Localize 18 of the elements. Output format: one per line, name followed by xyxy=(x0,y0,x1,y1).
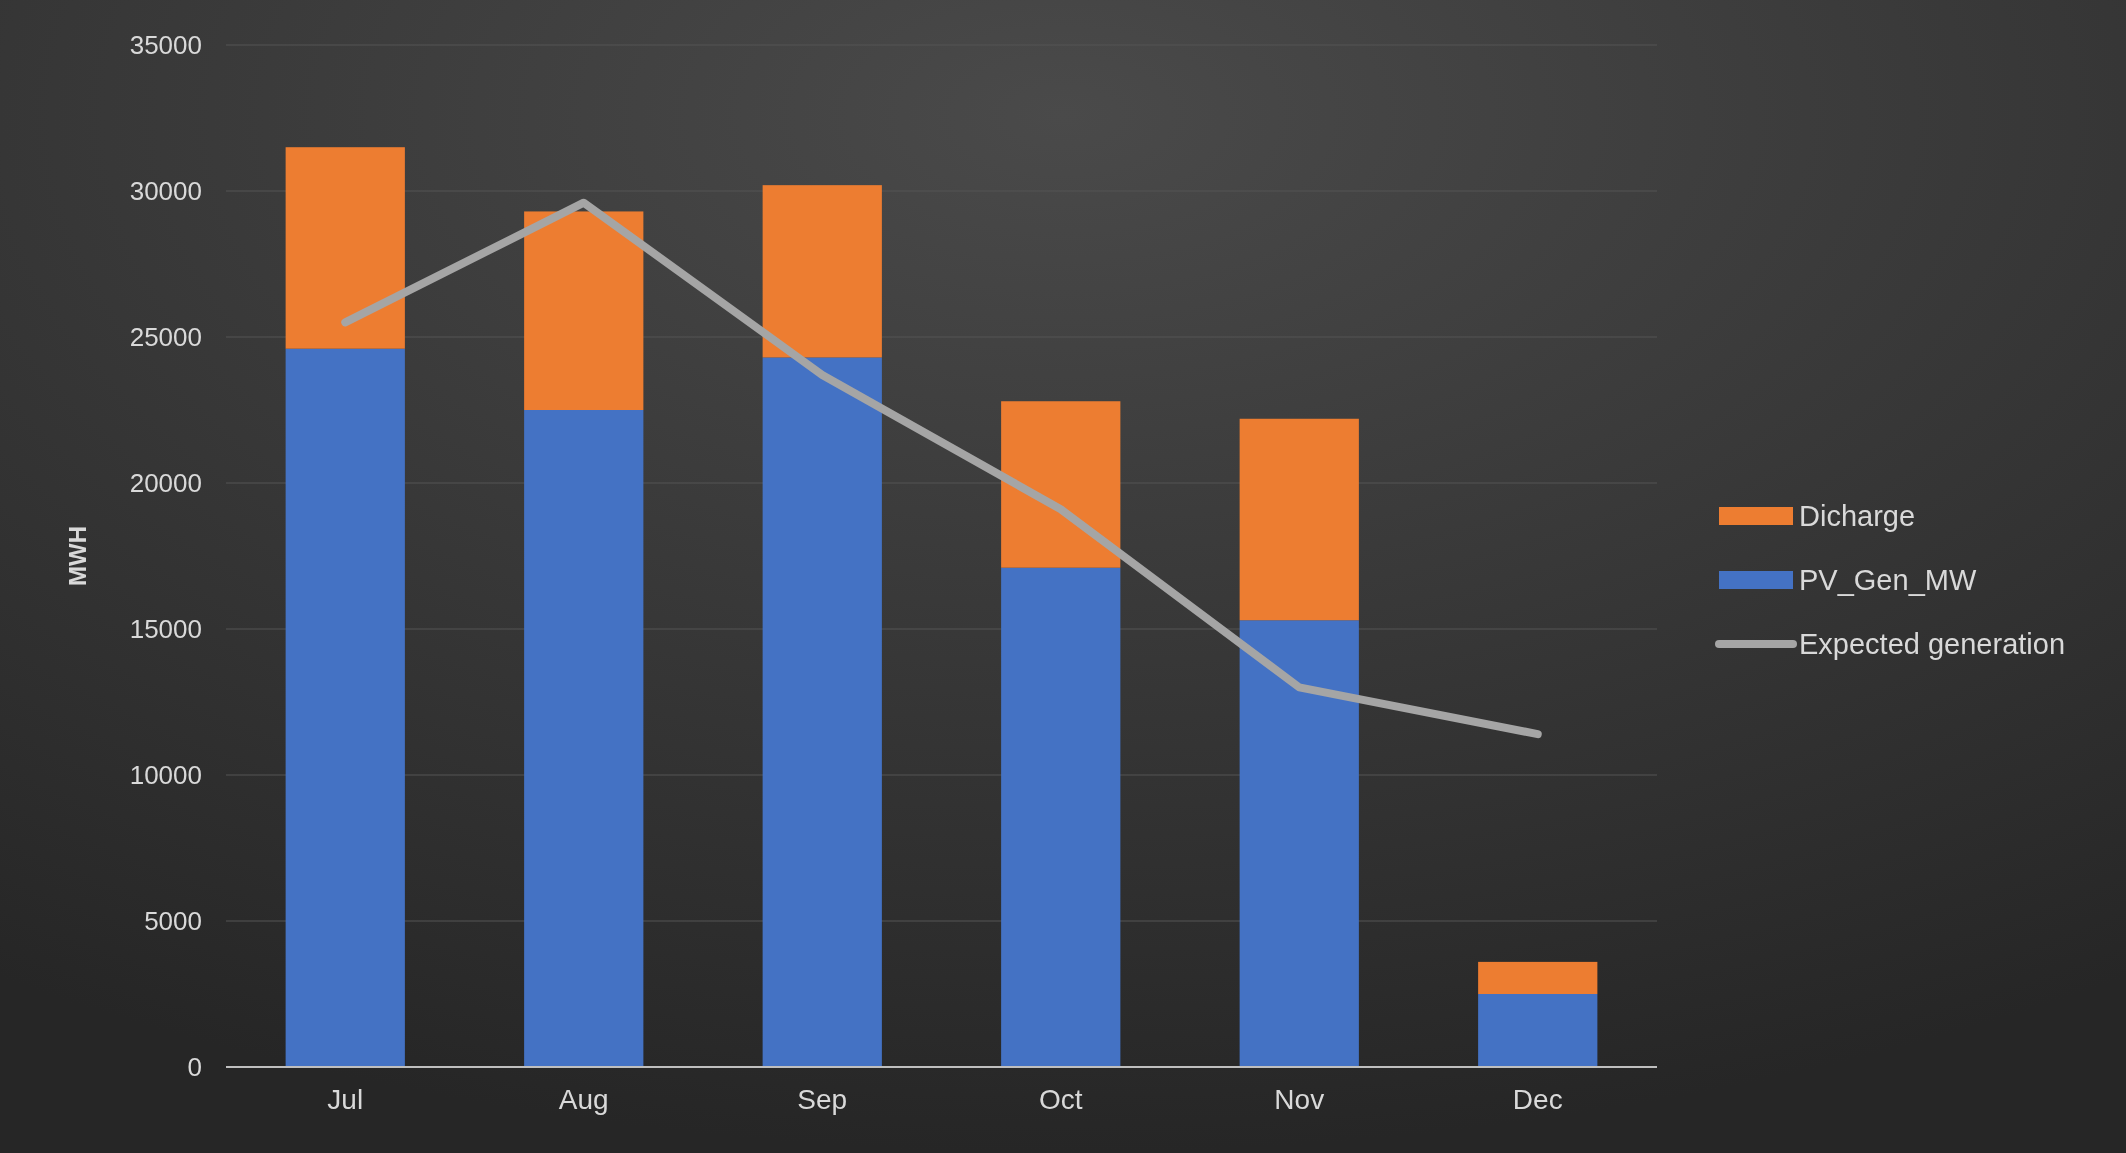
x-tick-label: Nov xyxy=(1274,1083,1325,1115)
legend-label: PV_Gen_MW xyxy=(1799,564,1977,597)
y-tick-label: 35000 xyxy=(129,29,202,60)
x-tick-label: Aug xyxy=(558,1083,609,1115)
y-tick-label: 25000 xyxy=(129,321,202,352)
y-tick-label: 20000 xyxy=(129,467,202,498)
y-axis-title: MWH xyxy=(64,526,91,586)
x-tick-label: Dec xyxy=(1512,1083,1563,1115)
y-tick-label: 30000 xyxy=(129,175,202,206)
y-tick-label: 0 xyxy=(187,1051,202,1082)
legend-label: Dicharge xyxy=(1799,500,1916,533)
x-tick-label: Oct xyxy=(1038,1083,1083,1115)
y-tick-label: 5000 xyxy=(144,905,202,936)
y-tick-label: 15000 xyxy=(129,613,202,644)
y-tick-label: 10000 xyxy=(129,759,202,790)
x-tick-label: Sep xyxy=(797,1083,848,1115)
x-tick-label: Jul xyxy=(327,1083,364,1115)
legend-label: Expected generation xyxy=(1799,628,2066,661)
